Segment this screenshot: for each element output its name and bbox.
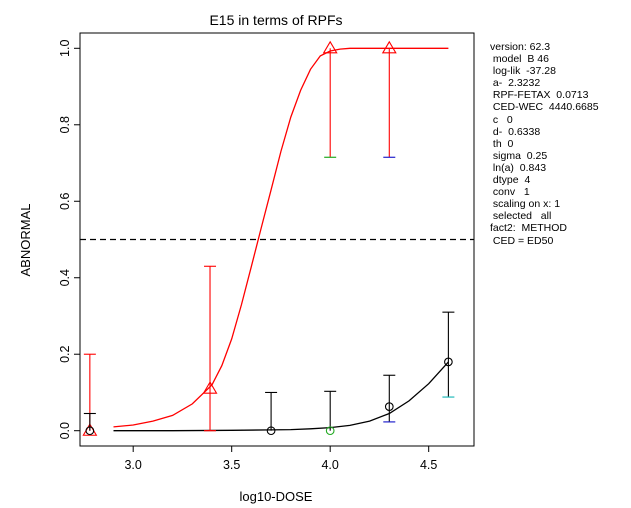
y-tick-label: 0.0 bbox=[58, 422, 72, 439]
circle-marker bbox=[85, 426, 95, 436]
legend-line: conv 1 bbox=[490, 186, 530, 199]
legend-line: version: 62.3 bbox=[490, 41, 551, 53]
circle-marker bbox=[266, 426, 276, 436]
axes: 3.0 3.5 4.0 4.5 0.0 0.2 0.4 0.6 0.8 1.0 bbox=[58, 40, 437, 472]
x-tick-label: 4.0 bbox=[321, 458, 338, 472]
triangle-marker bbox=[322, 40, 338, 54]
circle-marker bbox=[444, 357, 453, 367]
chart-title: E15 in terms of RPFs bbox=[209, 12, 342, 28]
legend-line: dtype 4 bbox=[490, 174, 531, 187]
legend-line: fact2: METHOD bbox=[490, 222, 568, 235]
x-tick-label: 4.5 bbox=[420, 458, 437, 472]
data-points bbox=[82, 40, 455, 436]
y-tick-label: 0.4 bbox=[58, 269, 72, 286]
legend-line: model B 46 bbox=[490, 53, 549, 66]
x-axis-label: log10-DOSE bbox=[240, 489, 313, 504]
model-summary-legend: version: 62.3 model B 46 log-lik -37.28 … bbox=[490, 41, 599, 247]
legend-line: ln(a) 0.843 bbox=[490, 161, 547, 174]
x-tick-label: 3.0 bbox=[124, 458, 141, 472]
legend-line: sigma 0.25 bbox=[490, 149, 548, 162]
fitted-curve-series-1 bbox=[113, 361, 449, 432]
legend-line: scaling on x: 1 bbox=[490, 198, 561, 211]
legend-line: log-lik -37.28 bbox=[490, 65, 556, 78]
legend-line: a- 2.3232 bbox=[490, 77, 541, 90]
y-tick-label: 0.2 bbox=[58, 345, 72, 362]
circle-marker bbox=[325, 426, 335, 436]
y-tick-label: 0.6 bbox=[58, 193, 72, 210]
circle-marker bbox=[384, 402, 394, 411]
legend-line: RPF-FETAX 0.0713 bbox=[490, 89, 589, 102]
y-axis-label: ABNORMAL bbox=[18, 204, 33, 277]
triangle-marker bbox=[202, 381, 218, 394]
legend-line: th 0 bbox=[490, 137, 514, 150]
legend-line: selected all bbox=[490, 210, 552, 223]
legend-line: d- 0.6338 bbox=[490, 125, 541, 138]
y-tick-label: 0.8 bbox=[58, 116, 72, 133]
legend-line: CED = ED50 bbox=[490, 234, 554, 247]
fitted-curve-series-0 bbox=[113, 47, 449, 428]
y-tick-label: 1.0 bbox=[58, 40, 72, 57]
legend-line: CED-WEC 4440.6685 bbox=[490, 101, 599, 114]
x-tick-label: 3.5 bbox=[223, 458, 240, 472]
triangle-marker bbox=[381, 40, 397, 54]
legend-line: c 0 bbox=[490, 113, 513, 126]
